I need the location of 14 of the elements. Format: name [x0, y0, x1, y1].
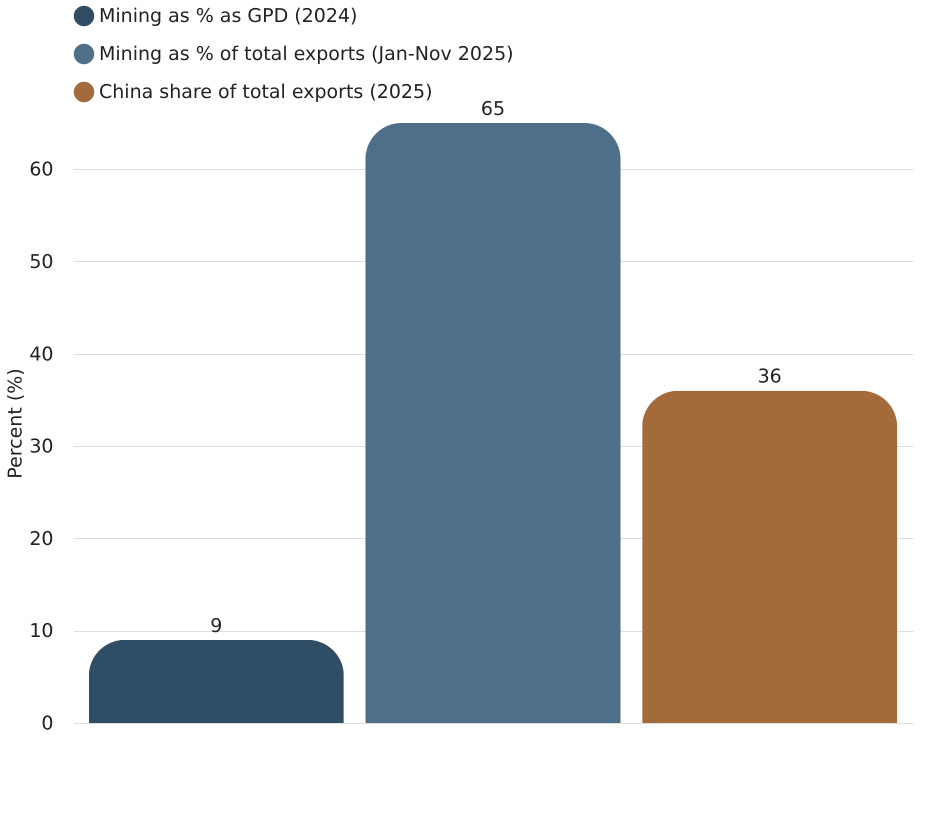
- y-tick-label: 50: [29, 250, 54, 273]
- y-tick-label: 30: [29, 436, 54, 458]
- y-tick-label: 0: [41, 712, 54, 734]
- y-axis-title: Percent (%): [4, 368, 26, 479]
- y-tick-label: 60: [29, 158, 54, 181]
- data-label: 9: [210, 614, 222, 637]
- y-tick-label: 10: [29, 620, 54, 642]
- data-label: 36: [758, 366, 782, 388]
- legend-label: Mining as % as GPD (2024): [99, 5, 358, 27]
- legend-label: Mining as % of total exports (Jan-Nov 2025): [99, 43, 514, 65]
- data-label: 65: [480, 98, 506, 120]
- y-tick-label: 40: [29, 343, 54, 366]
- y-tick-label: 20: [29, 528, 54, 550]
- legend-label: China share of total exports (2025): [99, 81, 433, 103]
